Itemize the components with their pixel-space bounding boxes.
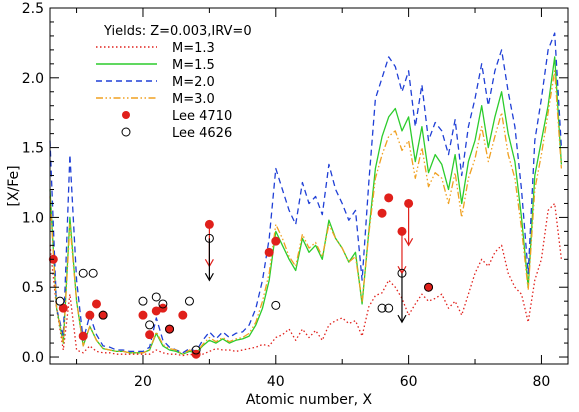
data-point-lee-4710 [178,310,188,320]
data-point-lee-4710 [404,198,414,208]
data-point-lee-4626 [377,303,387,313]
data-point-lee-4626 [191,345,201,355]
legend-swatch [122,111,130,119]
data-point-lee-4626 [138,296,148,306]
upper-limits [204,203,414,324]
y-tick-label: 1.0 [22,210,44,226]
legend-swatch [121,127,131,137]
y-tick-label: 2.5 [22,1,44,17]
plot-area [48,32,563,359]
data-point-lee-4626 [165,324,175,334]
upper-limit-arrowhead [397,314,407,324]
axes: 20 40 60 80 0.0 0.5 1.0 1.5 2.0 2.5 [22,1,568,390]
data-point-lee-4626 [151,292,161,302]
upper-limit-arrowhead [404,238,414,247]
data-point-lee-4710 [264,247,274,257]
x-axis-label: Atomic number, X [246,392,373,408]
data-point-lee-4626 [78,268,88,278]
y-axis-label: [X/Fe] [6,165,22,206]
data-point-lee-4710 [78,331,88,341]
data-point-lee-4626 [55,296,65,306]
legend-label: Lee 4626 [172,126,232,141]
series-line [49,32,563,354]
legend-label: Lee 4710 [172,109,232,124]
data-point-lee-4710 [145,330,155,340]
data-point-lee-4626 [424,282,434,292]
x-tick-label: 60 [400,374,418,390]
y-tick-label: 0.5 [22,280,44,296]
y-tick-label: 2.0 [22,71,44,87]
series-layer [49,32,563,357]
data-point-lee-4710 [397,226,407,236]
data-point-lee-4710 [377,208,387,218]
data-point-lee-4626 [397,268,407,278]
legend-label: M=1.5 [172,58,215,73]
x-tick-label: 20 [134,374,152,390]
data-point-lee-4626 [184,296,194,306]
observation-points [48,193,434,359]
legend: Yields: Z=0.003,IRV=0 M=1.3 M=1.5 M=2.0 M=3… [96,24,252,141]
data-point-lee-4626 [271,300,281,310]
data-point-lee-4626 [158,299,168,309]
data-point-lee-4710 [384,193,394,203]
legend-label: M=3.0 [172,92,215,107]
y-tick-label: 1.5 [22,141,44,157]
legend-label: M=2.0 [172,75,215,90]
plot-frame [49,7,569,365]
legend-title: Yields: Z=0.003,IRV=0 [103,24,252,39]
x-tick-label: 80 [533,374,551,390]
legend-label: M=1.3 [172,41,215,56]
series-line [49,70,563,355]
data-point-lee-4710 [204,219,214,229]
data-point-lee-4626 [88,268,98,278]
data-point-lee-4626 [145,320,155,330]
series-line [49,202,563,357]
upper-limit-arrowhead [204,272,214,282]
data-point-lee-4626 [204,233,214,243]
data-point-lee-4710 [271,236,281,246]
x-tick-label: 40 [267,374,285,390]
data-point-lee-4626 [384,303,394,313]
data-point-lee-4710 [85,310,95,320]
data-point-lee-4626 [98,310,108,320]
series-line [49,56,563,355]
y-tick-label: 0.0 [22,350,44,366]
data-point-lee-4710 [91,299,101,309]
data-point-lee-4710 [138,310,148,320]
